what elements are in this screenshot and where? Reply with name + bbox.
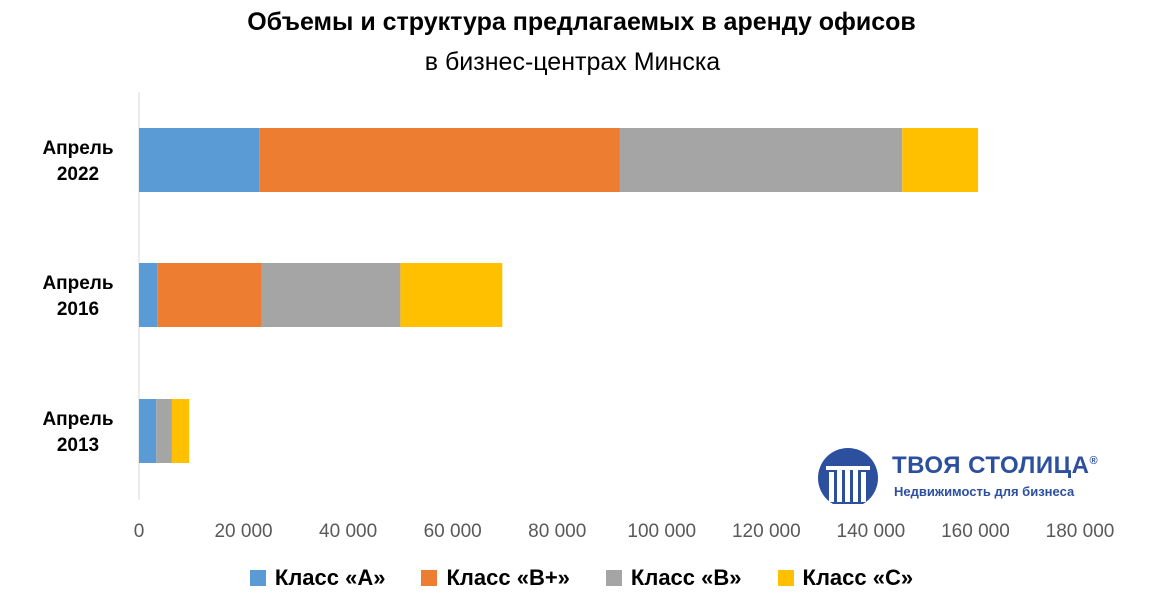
bar-segment [139,263,158,327]
chart-subtitle: в бизнес-центрах Минска [424,48,721,76]
category-label: Апрель [42,409,113,430]
x-tick-label: 80 000 [528,521,586,542]
category-label: 2022 [57,164,99,185]
bar-segment [139,399,157,463]
category-label: Апрель [42,138,113,159]
x-tick-label: 0 [134,521,145,542]
chart-title: Объемы и структура предлагаемых в аренду… [247,8,916,36]
legend: Класс «A» Класс «B+» Класс «B» Класс «C» [0,565,1163,591]
legend-swatch-class-b-plus [421,570,438,586]
company-logo: ТВОЯ СТОЛИЦА® Недвижимость для бизнеса [816,448,1116,504]
legend-label-class-b: Класс «B» [630,565,742,590]
logo-tagline: Недвижимость для бизнеса [894,484,1075,499]
bar-segment [261,263,401,327]
legend-label-class-b-plus: Класс «B+» [446,565,570,590]
bar-segment [139,128,260,192]
bar-segment [157,263,262,327]
x-tick-label: 140 000 [837,521,906,542]
legend-label-class-a: Класс «A» [274,565,386,590]
bar-segment [171,399,190,463]
legend-item-class-b: Класс «B» [605,565,742,591]
legend-swatch-class-b [605,570,622,586]
bar-segment [619,128,903,192]
x-tick-label: 60 000 [424,521,482,542]
bar-segment [259,128,620,192]
x-tick-label: 20 000 [214,521,272,542]
legend-item-class-a: Класс «A» [249,565,386,591]
legend-swatch-class-a [249,570,266,586]
legend-swatch-class-c [777,570,794,586]
bar-segment [400,263,503,327]
category-label: 2013 [57,435,99,456]
legend-item-class-b-plus: Класс «B+» [421,565,570,591]
bar-segment [156,399,172,463]
x-tick-label: 160 000 [941,521,1010,542]
category-label: 2016 [57,299,99,320]
x-tick-label: 100 000 [627,521,696,542]
registered-mark: ® [1089,455,1099,467]
bar-chart: Апрель 2022 Апрель 2016 Апрель 2013 0 20 000 40 … [42,92,1115,542]
legend-item-class-c: Класс «C» [777,565,914,591]
bar-segment [902,128,979,192]
logo-name: ТВОЯ СТОЛИЦА® [892,452,1099,479]
x-tick-label: 120 000 [732,521,801,542]
building-logo-icon [818,448,878,504]
x-tick-label: 180 000 [1046,521,1115,542]
legend-label-class-c: Класс «C» [802,565,914,590]
category-label: Апрель [42,273,113,294]
x-tick-label: 40 000 [319,521,377,542]
